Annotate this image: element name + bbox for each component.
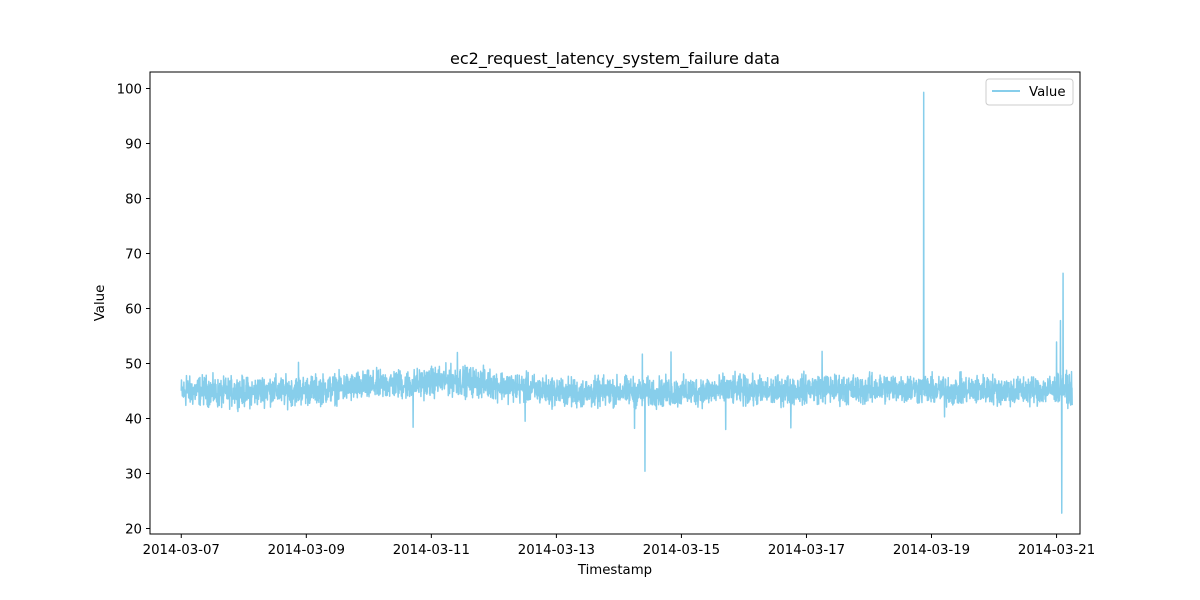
x-tick-label: 2014-03-21 — [1018, 543, 1095, 558]
x-tick-label: 2014-03-15 — [643, 543, 720, 558]
y-tick-label: 60 — [125, 303, 142, 318]
y-tick-label: 100 — [117, 83, 142, 98]
x-axis-label: Timestamp — [577, 563, 652, 578]
legend-box — [985, 78, 1074, 106]
axes-frame — [149, 71, 1081, 535]
x-tick-label: 2014-03-17 — [768, 543, 845, 558]
y-axis: 20 30 40 50 60 70 80 90 100 — [117, 83, 150, 538]
x-axis: 2014-03-07 2014-03-09 2014-03-11 2014-03-13… — [143, 534, 1095, 558]
y-tick-label: 50 — [125, 358, 142, 373]
y-tick-label: 70 — [125, 248, 142, 263]
series-layer — [180, 91, 1073, 514]
series-line-value — [180, 91, 1073, 514]
plot-area — [149, 71, 1081, 535]
x-tick-label: 2014-03-19 — [893, 543, 970, 558]
y-tick-label: 80 — [125, 193, 142, 208]
x-tick-label: 2014-03-11 — [393, 543, 470, 558]
y-tick-label: 20 — [125, 523, 142, 538]
x-tick-label: 2014-03-13 — [518, 543, 595, 558]
x-tick-label: 2014-03-09 — [268, 543, 345, 558]
y-axis-label: Value — [93, 285, 108, 322]
y-tick-label: 30 — [125, 468, 142, 483]
legend: Value — [985, 78, 1074, 106]
y-tick-label: 90 — [125, 138, 142, 153]
x-tick-label: 2014-03-07 — [143, 543, 220, 558]
chart-title: ec2_request_latency_system_failure data — [450, 49, 780, 69]
legend-label-value: Value — [1029, 85, 1066, 100]
y-tick-label: 40 — [125, 413, 142, 428]
